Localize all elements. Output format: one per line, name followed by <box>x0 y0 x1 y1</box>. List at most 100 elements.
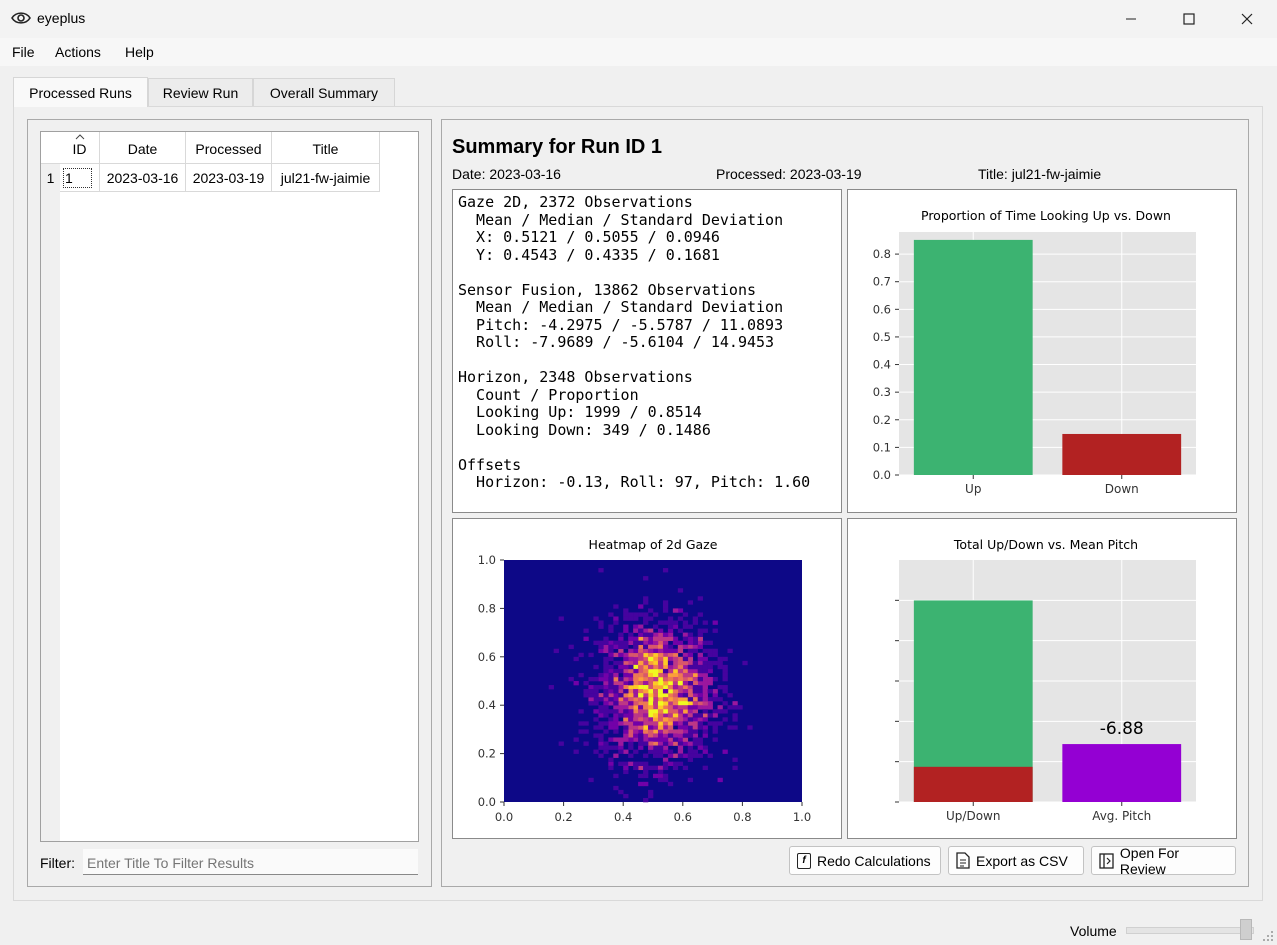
heatmap-cell <box>677 660 684 666</box>
heatmap-cell <box>608 709 614 714</box>
table-cell-id-value: 1 <box>63 167 92 188</box>
updown-pitch-chart: Total Up/Down vs. Mean Pitch -6.88 Up/Down… <box>895 537 1196 823</box>
table-cell-title[interactable]: jul21-fw-jaimie <box>272 164 380 192</box>
stats-text: Gaze 2D, 2372 Observations Mean / Median… <box>458 193 810 492</box>
y-tick-label: 0.1 <box>873 440 891 454</box>
heatmap-cell <box>623 608 629 613</box>
menu-file[interactable]: File <box>12 44 35 60</box>
open-panel-icon <box>1099 852 1114 869</box>
heatmap-cell <box>687 745 694 750</box>
volume-slider-track[interactable] <box>1126 927 1254 934</box>
heatmap-cell <box>648 640 654 645</box>
volume-slider-handle[interactable] <box>1240 919 1252 940</box>
open-for-review-button[interactable]: Open For Review <box>1091 845 1236 877</box>
stats-line: Gaze 2D, 2372 Observations <box>458 193 693 211</box>
tab-review-run[interactable]: Review Run <box>148 78 253 106</box>
heatmap-cell <box>717 721 723 726</box>
heatmap-cell <box>722 701 728 706</box>
heatmap-cell <box>657 636 664 641</box>
column-header-id[interactable]: ID <box>60 132 100 164</box>
heatmap-cell <box>623 697 629 702</box>
runs-table[interactable] <box>40 131 419 842</box>
heatmap-cell <box>677 685 684 690</box>
heatmap-cell <box>653 676 659 682</box>
heatmap-cell <box>687 652 694 658</box>
heatmap-cell <box>593 697 599 702</box>
heatmap-cell <box>648 749 654 754</box>
heatmap-cell <box>593 664 599 670</box>
filter-input[interactable] <box>83 849 418 875</box>
heatmap-cell <box>657 664 664 670</box>
heatmap-cell <box>662 729 669 734</box>
heatmap-cell <box>608 765 614 771</box>
corner-button[interactable] <box>41 132 60 164</box>
resize-grip-icon[interactable] <box>1262 930 1274 942</box>
heatmap-cell <box>608 693 614 698</box>
heatmap-cell <box>667 709 674 714</box>
heatmap-cell <box>613 705 619 710</box>
heatmap-cell <box>608 721 614 726</box>
table-cell-id[interactable]: 1 <box>60 164 100 192</box>
heatmap-cell <box>638 709 644 714</box>
heatmap-cell <box>702 640 708 645</box>
heatmap-cell <box>623 769 629 775</box>
heatmap-cell <box>598 685 604 690</box>
heatmap-cell <box>692 644 698 650</box>
heatmap-cell <box>707 640 713 645</box>
heatmap-cell <box>603 656 609 662</box>
x-tick-label: 0.2 <box>554 810 572 824</box>
close-button[interactable] <box>1218 0 1276 38</box>
heatmap-cell <box>633 701 639 706</box>
table-cell-date[interactable]: 2023-03-16 <box>100 164 186 192</box>
heatmap-cell <box>653 705 659 710</box>
heatmap-cell <box>653 689 659 694</box>
heatmap-cell <box>692 664 698 670</box>
maximize-button[interactable] <box>1160 0 1218 38</box>
column-header-processed[interactable]: Processed <box>186 132 272 164</box>
tab-processed-runs[interactable]: Processed Runs <box>13 77 148 107</box>
heatmap-cell <box>662 600 669 605</box>
heatmap-cell <box>712 737 718 742</box>
heatmap-cell <box>653 729 659 734</box>
menu-help[interactable]: Help <box>125 44 154 60</box>
heatmap-cell <box>623 749 629 754</box>
heatmap-cell <box>712 713 718 718</box>
heatmap-cell <box>628 693 634 698</box>
heatmap-cell <box>613 660 619 666</box>
heatmap-cell <box>648 636 654 641</box>
heatmap-cell <box>638 676 644 682</box>
menu-actions[interactable]: Actions <box>55 44 101 60</box>
heatmap-cell <box>643 676 649 682</box>
heatmap-cell <box>633 652 639 658</box>
heatmap-cell <box>653 664 659 670</box>
heatmap-cell <box>618 761 624 766</box>
heatmap-cell <box>692 709 698 714</box>
heatmap-cell <box>682 721 689 726</box>
heatmap-cell <box>712 709 718 714</box>
heatmap-cell <box>603 693 609 698</box>
column-header-title[interactable]: Title <box>272 132 380 164</box>
heatmap-cell <box>638 672 644 678</box>
row-number[interactable]: 1 <box>41 164 60 192</box>
heatmap-cell <box>667 705 674 710</box>
redo-calculations-button[interactable]: f Redo Calculations <box>789 846 941 875</box>
tab-overall-summary[interactable]: Overall Summary <box>253 78 395 106</box>
heatmap-cell <box>742 660 748 666</box>
heatmap-cell <box>692 717 698 722</box>
heatmap-cell <box>608 681 614 686</box>
heatmap-cell <box>702 689 708 694</box>
heatmap-cell <box>633 737 639 742</box>
heatmap-cell <box>692 729 698 734</box>
heatmap-cell <box>613 697 619 702</box>
export-csv-button[interactable]: Export as CSV <box>948 846 1084 875</box>
heatmap-cell <box>692 648 698 654</box>
minimize-button[interactable] <box>1102 0 1160 38</box>
heatmap-cell <box>603 745 609 750</box>
heatmap-cell <box>672 648 679 654</box>
column-header-date[interactable]: Date <box>100 132 186 164</box>
heatmap-cell <box>662 733 669 738</box>
table-cell-processed[interactable]: 2023-03-19 <box>186 164 272 192</box>
x-tick-label: Avg. Pitch <box>1092 809 1151 823</box>
heatmap-cell <box>618 749 624 754</box>
heatmap-cell <box>608 745 614 750</box>
